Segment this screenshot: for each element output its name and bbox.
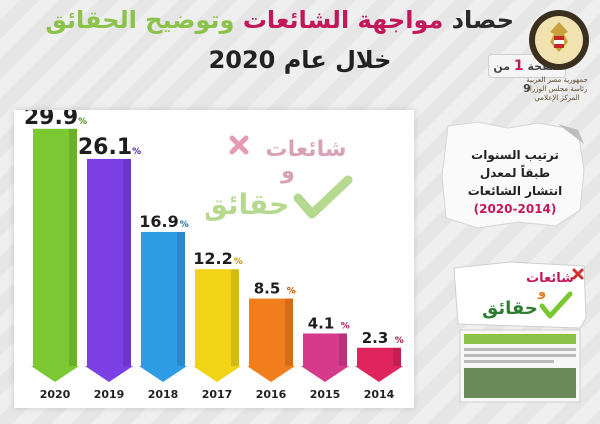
page-title: حصاد مواجهة الشائعات وتوضيح الحقائق xyxy=(45,6,514,34)
bar-shade xyxy=(69,128,77,366)
rumors-facts-logo: شائعات و حقائق xyxy=(206,135,353,221)
data-label: 2.3 xyxy=(362,329,389,347)
ranking-line: ترتيب السنوات xyxy=(471,148,559,162)
bar-2019 xyxy=(87,158,131,366)
card-rumors-word: شائعات xyxy=(526,271,574,286)
bar-shade xyxy=(123,158,131,366)
data-label-unit: % xyxy=(180,220,189,230)
cross-icon xyxy=(229,135,249,155)
emblem-line: المركز الإعلامي xyxy=(534,94,580,102)
bar-arrow xyxy=(85,366,133,382)
check-icon xyxy=(539,291,573,319)
bar-2014 xyxy=(357,347,401,366)
bar-chart: 29.9 % 2020 26.1 % 2019 16.9 % 2018 12.2 % 2017 8.5%… xyxy=(24,110,404,401)
data-label: 16.9 xyxy=(139,212,178,231)
paper-card xyxy=(441,121,585,229)
x-tick-label: 2015 xyxy=(310,388,341,401)
cross-icon xyxy=(572,268,584,280)
data-label: 4.1 xyxy=(308,314,335,332)
x-tick-label: 2020 xyxy=(40,388,71,401)
emblem-caption: جمهورية مصر العربية رئاسة مجلس الوزراء ا… xyxy=(522,76,592,103)
ranking-range: (2020-2014) xyxy=(473,202,557,216)
data-label: 26.1 xyxy=(78,135,132,160)
logo-rumors-word: شائعات xyxy=(266,137,347,162)
bar-shade xyxy=(177,231,185,366)
title-part-harvest: حصاد xyxy=(443,6,514,34)
header: حصاد مواجهة الشائعات وتوضيح الحقائق خلال… xyxy=(0,0,600,103)
bar-2018 xyxy=(141,231,185,366)
data-label: 12.2 xyxy=(193,249,232,268)
x-tick-label: 2014 xyxy=(364,388,395,401)
bar-arrow xyxy=(301,366,349,382)
chart-panel: 29.9% 2020 26.1% 2019 16.9% 2018 12.2% 2017 8.5%… xyxy=(14,110,414,408)
emblem-line: جمهورية مصر العربية xyxy=(526,76,588,84)
x-tick-label: 2018 xyxy=(148,388,179,401)
page-suffix: من 9 xyxy=(493,60,531,95)
data-label-unit: % xyxy=(132,147,141,157)
bar-2015 xyxy=(303,333,347,366)
bar-shade xyxy=(231,269,239,366)
bar-2017 xyxy=(195,269,239,366)
egypt-emblem-icon xyxy=(529,10,589,70)
logo-facts-word: حقائق xyxy=(206,188,289,221)
document-photo xyxy=(464,368,576,398)
page-subtitle: خلال عام 2020 xyxy=(208,46,392,74)
check-icon xyxy=(293,175,353,219)
x-tick-label: 2016 xyxy=(256,388,287,401)
bar-arrow xyxy=(31,366,79,382)
data-label-unit: % xyxy=(234,257,243,267)
data-label-unit: % xyxy=(287,287,296,297)
title-part-facts: وتوضيح الحقائق xyxy=(45,6,243,34)
data-label-unit: % xyxy=(395,336,404,346)
data-label-unit: % xyxy=(341,321,350,331)
rumors-facts-card: شائعات و حقائق xyxy=(453,261,587,403)
bar-arrow xyxy=(247,366,295,382)
data-label-unit: % xyxy=(78,117,87,127)
bar-arrow xyxy=(355,366,403,382)
bar-arrow xyxy=(139,366,187,382)
card-facts-word: حقائق xyxy=(482,298,538,319)
x-tick-label: 2017 xyxy=(202,388,233,401)
page-number: 1 xyxy=(513,58,524,74)
data-label: 29.9 xyxy=(24,110,78,130)
ranking-line: طبقاً لمعدل xyxy=(479,166,551,180)
logo-and-word: و xyxy=(280,159,295,184)
bar-2016 xyxy=(249,298,293,366)
ranking-note: ترتيب السنوات طبقاً لمعدل انتشار الشائعا… xyxy=(460,146,570,218)
bar-shade xyxy=(393,347,401,366)
bar-shade xyxy=(285,298,293,366)
bar-shade xyxy=(339,333,347,366)
emblem-line: رئاسة مجلس الوزراء xyxy=(526,85,588,93)
card-and-word: و xyxy=(537,285,546,300)
title-part-rumors: مواجهة الشائعات xyxy=(242,6,444,34)
bar-arrow xyxy=(193,366,241,382)
x-tick-label: 2019 xyxy=(94,388,125,401)
data-label: 8.5 xyxy=(254,280,281,298)
ranking-line: انتشار الشائعات xyxy=(467,184,563,198)
bar-2020 xyxy=(33,128,77,366)
